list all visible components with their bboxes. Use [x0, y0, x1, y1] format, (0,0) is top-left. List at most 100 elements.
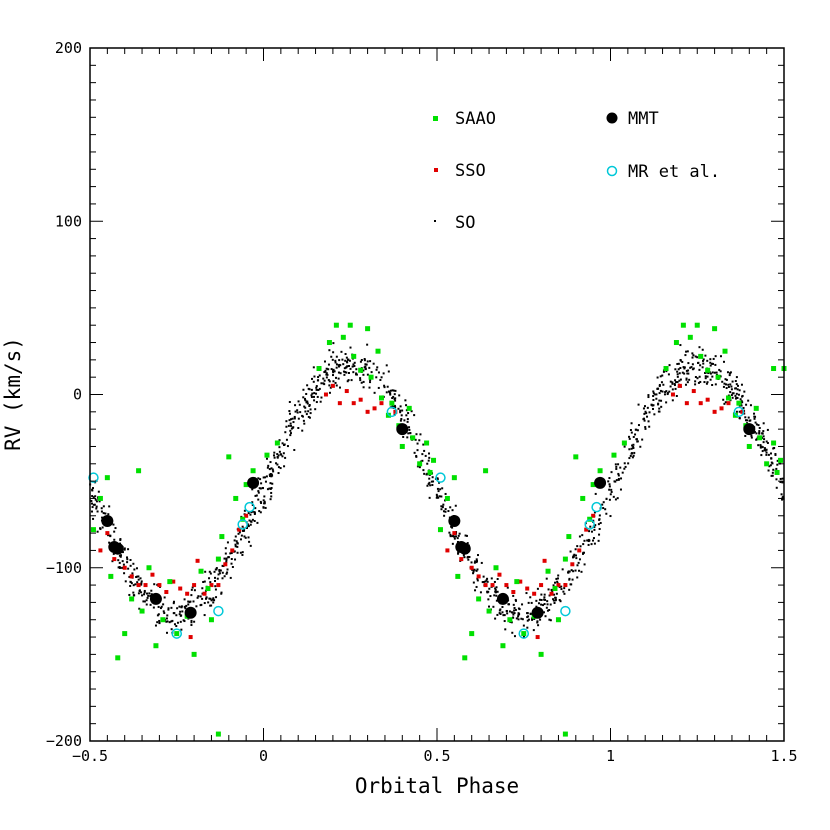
so-point — [746, 419, 749, 422]
so-point — [156, 614, 159, 617]
so-point — [535, 605, 538, 608]
so-point — [464, 534, 467, 537]
so-point — [408, 426, 411, 429]
so-point — [365, 363, 368, 366]
legend-label-saao: SAAO — [455, 109, 496, 129]
mmt-point — [448, 514, 461, 527]
so-point — [413, 451, 416, 454]
so-point — [360, 359, 363, 362]
so-point — [665, 390, 668, 393]
so-point — [624, 465, 627, 468]
so-point — [285, 425, 288, 428]
so-point — [143, 591, 146, 594]
so-point — [97, 490, 100, 493]
so-point — [249, 544, 252, 547]
so-point — [538, 598, 541, 601]
saao-point — [174, 631, 180, 637]
so-point — [102, 505, 105, 508]
so-point — [391, 404, 394, 407]
so-point — [225, 561, 228, 564]
so-point — [303, 397, 306, 400]
so-point — [758, 427, 761, 430]
so-point — [513, 612, 516, 615]
saao-point — [326, 340, 332, 346]
so-point — [294, 410, 297, 413]
so-point — [129, 558, 132, 561]
so-point — [602, 501, 605, 504]
so-point — [326, 373, 329, 376]
so-point — [334, 381, 337, 384]
so-point — [127, 548, 130, 551]
so-point — [605, 497, 608, 500]
so-point — [745, 403, 748, 406]
so-point — [146, 592, 149, 595]
so-point — [588, 530, 591, 533]
so-point — [334, 359, 337, 362]
so-point — [320, 382, 323, 385]
y-tick-label: −200 — [46, 732, 82, 750]
so-point — [496, 590, 499, 593]
sso-point — [518, 579, 523, 584]
so-point — [546, 609, 549, 612]
so-point — [749, 404, 752, 407]
so-point — [327, 363, 330, 366]
so-point — [743, 390, 746, 393]
so-point — [608, 488, 611, 491]
so-point — [771, 474, 774, 477]
so-point — [578, 558, 581, 561]
so-point — [437, 490, 440, 493]
so-point — [310, 394, 313, 397]
so-point — [549, 619, 552, 622]
so-point — [394, 406, 397, 409]
saao-point — [736, 400, 742, 406]
so-point — [355, 368, 358, 371]
saao-point — [347, 322, 353, 328]
saao-point — [483, 468, 489, 474]
so-point — [526, 619, 529, 622]
so-point — [702, 358, 705, 361]
so-point — [647, 396, 650, 399]
so-point — [593, 511, 596, 514]
so-point — [543, 593, 546, 596]
so-point — [362, 373, 365, 376]
so-point — [725, 378, 728, 381]
so-point — [109, 535, 112, 538]
so-point — [251, 504, 254, 507]
so-point — [734, 394, 737, 397]
so-point — [259, 487, 262, 490]
so-point — [629, 429, 632, 432]
so-point — [659, 375, 662, 378]
so-point — [170, 606, 173, 609]
so-point — [137, 592, 140, 595]
so-point — [683, 367, 686, 370]
so-point — [749, 419, 752, 422]
so-point — [531, 618, 534, 621]
so-point — [704, 375, 707, 378]
so-point — [476, 554, 479, 557]
so-point — [431, 483, 434, 486]
so-point — [163, 612, 166, 615]
saao-point — [375, 348, 381, 354]
so-point — [205, 596, 208, 599]
so-point — [613, 480, 616, 483]
so-point — [537, 602, 540, 605]
so-point — [466, 542, 469, 545]
so-point — [394, 399, 397, 402]
so-point — [244, 536, 247, 539]
so-point — [260, 501, 263, 504]
saao-point — [97, 495, 103, 501]
so-point — [262, 476, 265, 479]
saao-point — [722, 348, 728, 354]
saao-point — [333, 322, 339, 328]
sso-point — [684, 401, 689, 406]
so-point — [718, 368, 721, 371]
saao-point — [663, 366, 669, 372]
so-point — [436, 477, 439, 480]
sso-point — [337, 401, 342, 406]
so-point — [728, 374, 731, 377]
sso-point — [677, 383, 682, 388]
so-point — [735, 392, 738, 395]
saao-point — [104, 475, 110, 481]
so-point — [577, 561, 580, 564]
sso-point — [712, 409, 717, 414]
